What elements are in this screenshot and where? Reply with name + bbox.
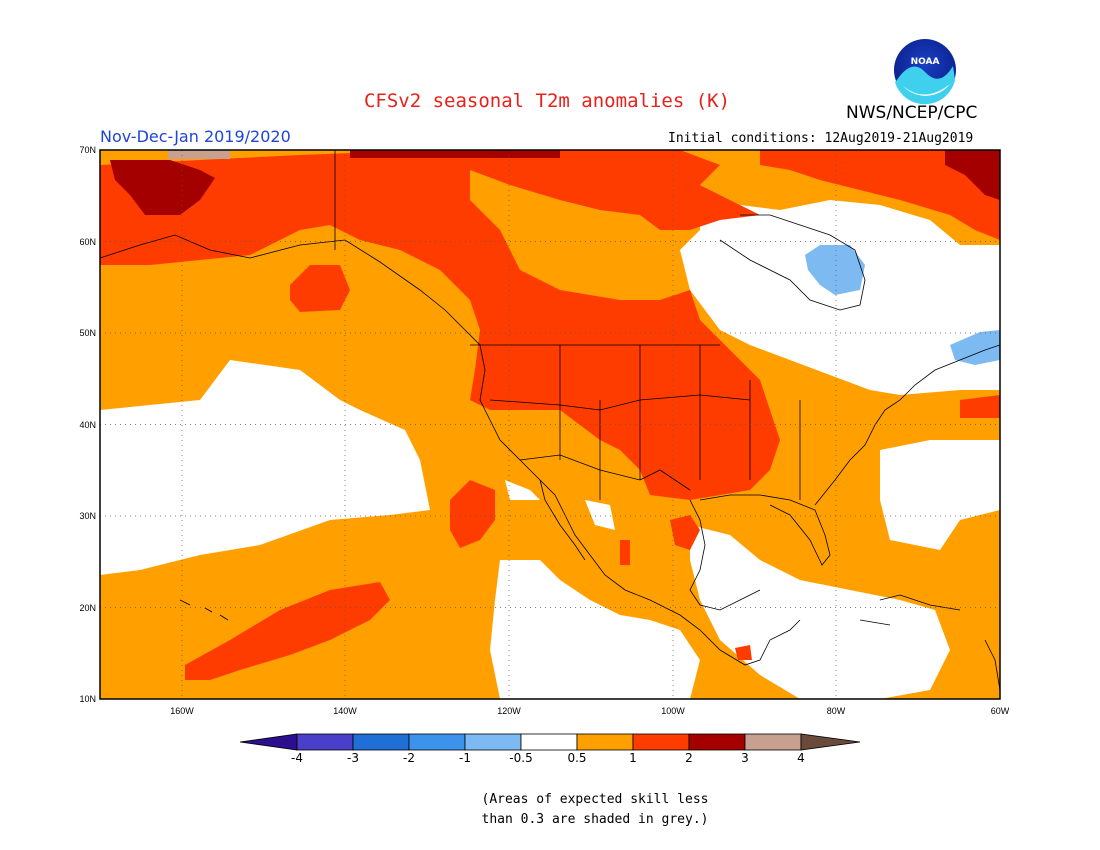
shade-blue-hudson bbox=[805, 245, 865, 295]
shade-red-mexico2 bbox=[620, 540, 630, 565]
colorbar-label: 1 bbox=[629, 751, 637, 765]
lon-label: 80W bbox=[827, 706, 846, 716]
lat-label: 10N bbox=[79, 694, 96, 704]
colorbar-label: -4 bbox=[291, 751, 303, 765]
colorbar-segment bbox=[800, 733, 861, 751]
shade-red-central-am bbox=[735, 645, 752, 660]
organization-label: NWS/NCEP/CPC bbox=[846, 103, 978, 123]
colorbar-segment bbox=[744, 733, 802, 751]
skill-note-line2: than 0.3 are shaded in grey.) bbox=[481, 812, 709, 827]
shade-red-ne-canada bbox=[760, 150, 1000, 240]
shade-white-gulf-caribbean bbox=[690, 525, 950, 699]
colorbar-label: -1 bbox=[459, 751, 471, 765]
colorbar-segment bbox=[520, 733, 578, 751]
shade-red-north bbox=[100, 150, 780, 500]
shade-darkred-alaska-nw bbox=[110, 160, 215, 215]
colorbar-segment bbox=[464, 733, 522, 751]
lon-label: 100W bbox=[661, 706, 685, 716]
colorbar-label: -0.5 bbox=[509, 751, 533, 765]
shade-white-atlantic bbox=[880, 440, 1000, 550]
colorbar-segment bbox=[632, 733, 690, 751]
lon-label: 120W bbox=[497, 706, 521, 716]
shade-darkred-arctic-strip bbox=[350, 150, 560, 158]
forecast-period: Nov-Dec-Jan 2019/2020 bbox=[100, 127, 291, 146]
coastlines bbox=[100, 150, 1000, 691]
lat-label: 40N bbox=[79, 420, 96, 430]
shade-blue-maritimes bbox=[950, 330, 1000, 365]
colorbar-label: -2 bbox=[403, 751, 415, 765]
noaa-logo: NOAA bbox=[894, 39, 956, 105]
map-frame bbox=[99, 149, 1001, 700]
lat-label: 20N bbox=[79, 603, 96, 613]
shade-tan-arctic bbox=[168, 150, 230, 159]
gridlines bbox=[100, 150, 1000, 699]
colorbar-segment bbox=[576, 733, 634, 751]
colorbar-segment bbox=[408, 733, 466, 751]
colorbar-segment bbox=[352, 733, 410, 751]
lon-label: 140W bbox=[333, 706, 357, 716]
shade-red-atlantic-east bbox=[960, 395, 1000, 418]
colorbar-segment bbox=[296, 733, 354, 751]
shade-red-subtropical-band bbox=[185, 582, 390, 680]
chart-title: CFSv2 seasonal T2m anomalies (K) bbox=[363, 90, 731, 112]
shade-white-baja bbox=[505, 480, 540, 500]
colorbar-label: -3 bbox=[347, 751, 359, 765]
shade-white-pacific-west bbox=[100, 360, 430, 575]
colorbar-segment bbox=[239, 733, 298, 751]
initial-conditions: Initial conditions: 12Aug2019-21Aug2019 bbox=[668, 131, 974, 146]
lat-label: 70N bbox=[79, 145, 96, 155]
svg-text:NOAA: NOAA bbox=[911, 57, 940, 67]
colorbar-label: 4 bbox=[797, 751, 805, 765]
lon-axis: 160W 140W 120W 100W 80W 60W bbox=[170, 706, 1010, 716]
lat-label: 60N bbox=[79, 237, 96, 247]
lat-label: 50N bbox=[79, 328, 96, 338]
shade-white-mexico-pacific bbox=[490, 560, 700, 699]
colorbar-label: 0.5 bbox=[567, 751, 587, 765]
shade-white-sw-us bbox=[585, 500, 615, 530]
colorbar-label: 3 bbox=[741, 751, 749, 765]
shade-red-mexico bbox=[670, 515, 700, 550]
colorbar bbox=[239, 733, 861, 751]
lat-label: 30N bbox=[79, 511, 96, 521]
colorbar-segment bbox=[688, 733, 746, 751]
shade-darkred-ne-corner bbox=[945, 150, 1000, 200]
skill-note-line1: (Areas of expected skill less bbox=[481, 792, 709, 807]
lat-axis: 70N 60N 50N 40N 30N 20N 10N bbox=[79, 145, 96, 704]
colorbar-label: 2 bbox=[685, 751, 693, 765]
shade-red-pacific-blob bbox=[290, 265, 350, 312]
lon-label: 160W bbox=[170, 706, 194, 716]
lon-label: 60W bbox=[991, 706, 1010, 716]
shade-red-offshore-ca bbox=[450, 480, 495, 548]
